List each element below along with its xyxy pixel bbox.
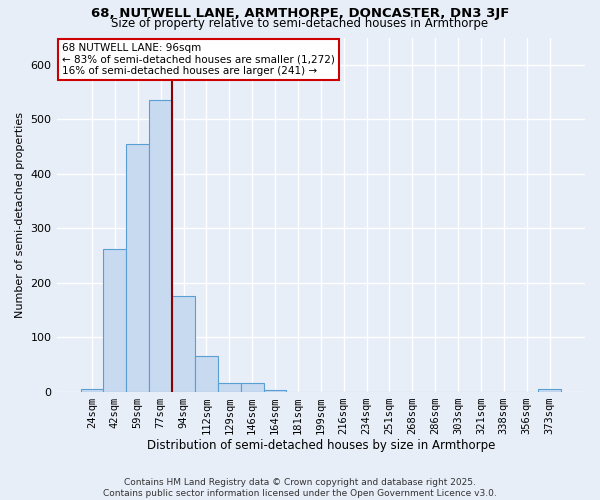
Text: 68 NUTWELL LANE: 96sqm
← 83% of semi-detached houses are smaller (1,272)
16% of : 68 NUTWELL LANE: 96sqm ← 83% of semi-det… <box>62 43 335 76</box>
Bar <box>263 390 286 392</box>
Text: 68, NUTWELL LANE, ARMTHORPE, DONCASTER, DN3 3JF: 68, NUTWELL LANE, ARMTHORPE, DONCASTER, … <box>91 8 509 20</box>
Bar <box>218 383 241 392</box>
Bar <box>80 389 103 392</box>
X-axis label: Distribution of semi-detached houses by size in Armthorpe: Distribution of semi-detached houses by … <box>146 440 495 452</box>
Bar <box>195 356 218 392</box>
Bar <box>172 296 195 392</box>
Bar <box>103 249 127 392</box>
Text: Contains HM Land Registry data © Crown copyright and database right 2025.
Contai: Contains HM Land Registry data © Crown c… <box>103 478 497 498</box>
Bar <box>538 389 561 392</box>
Y-axis label: Number of semi-detached properties: Number of semi-detached properties <box>15 112 25 318</box>
Bar <box>149 100 172 392</box>
Text: Size of property relative to semi-detached houses in Armthorpe: Size of property relative to semi-detach… <box>112 18 488 30</box>
Bar <box>127 144 149 392</box>
Bar <box>241 383 263 392</box>
